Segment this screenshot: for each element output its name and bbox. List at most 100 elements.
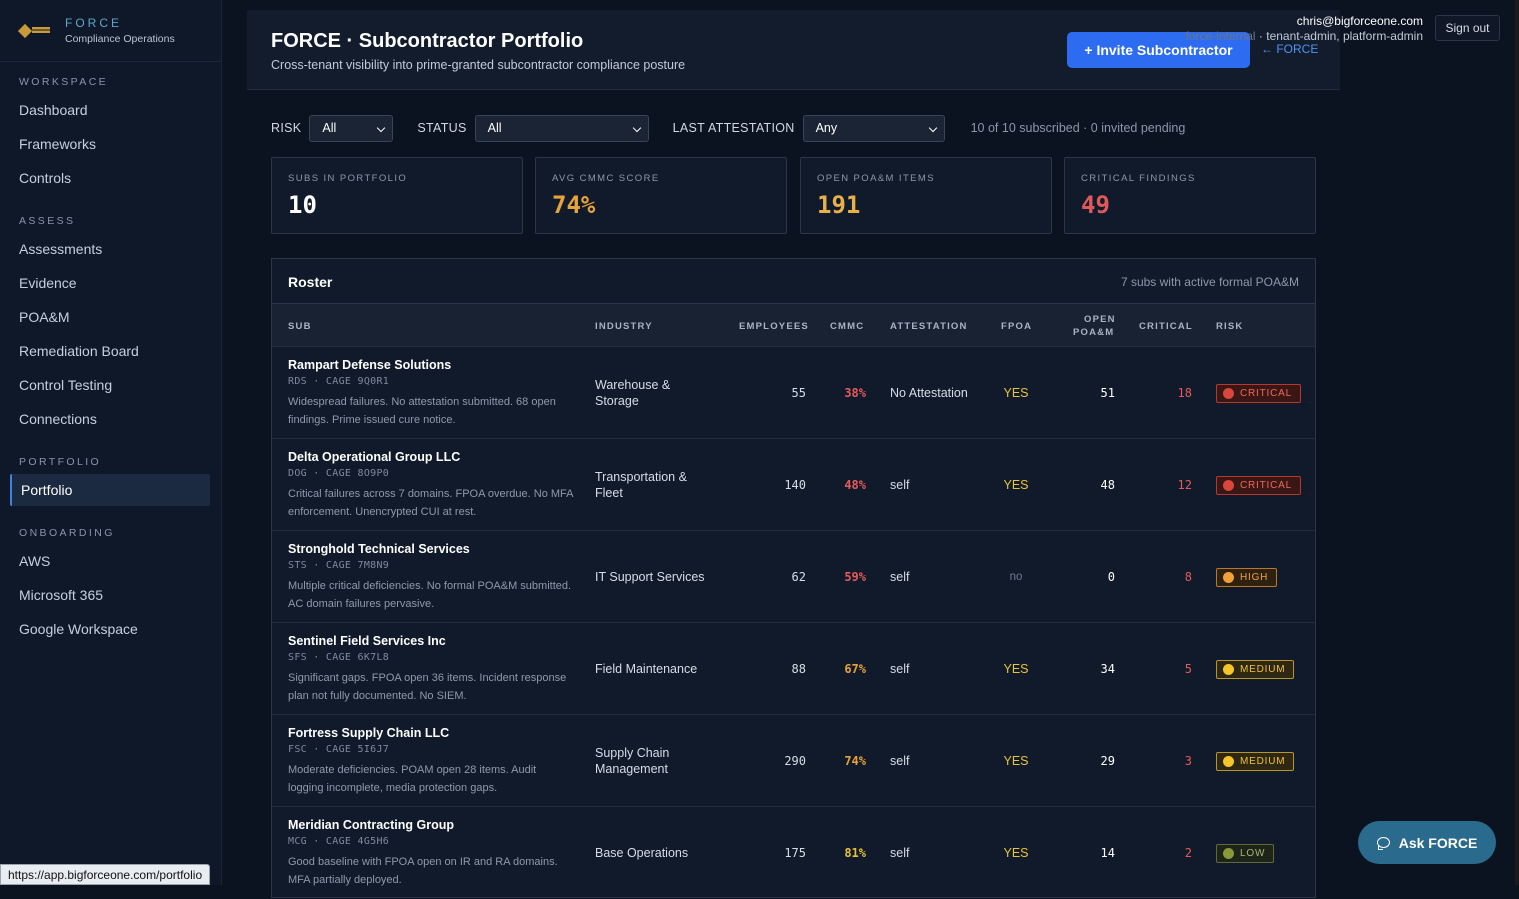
critical-cell: 5 xyxy=(1184,662,1192,676)
table-body: Rampart Defense Solutions RDS · CAGE 9Q0R… xyxy=(272,346,1315,898)
sub-name: Sentinel Field Services Inc xyxy=(288,634,446,648)
fpoa-cell: YES xyxy=(1003,386,1029,400)
sidebar-item-microsoft-365[interactable]: Microsoft 365 xyxy=(19,587,104,603)
sub-description: Widespread failures. No attestation subm… xyxy=(288,396,556,426)
risk-indicator-icon xyxy=(1223,479,1234,491)
roster-panel: Roster 7 subs with active formal POA&M S… xyxy=(271,258,1316,898)
sub-name: Stronghold Technical Services xyxy=(288,542,470,556)
sub-name: Meridian Contracting Group xyxy=(288,818,454,832)
sidebar-item-remediation-board[interactable]: Remediation Board xyxy=(19,343,139,359)
risk-cell: MEDIUM xyxy=(1216,623,1306,715)
kpi-card: AVG CMMC SCORE 74% xyxy=(535,157,787,234)
sub-description: Multiple critical deficiencies. No forma… xyxy=(288,580,572,610)
kpi-label: SUBS IN PORTFOLIO xyxy=(288,173,408,184)
ask-force-label: Ask FORCE xyxy=(1398,834,1478,851)
col-open-line1[interactable]: OPEN xyxy=(1084,314,1116,325)
sub-name: Delta Operational Group LLC xyxy=(288,450,461,464)
industry-cell: Field Maintenance xyxy=(595,662,698,676)
risk-badge: HIGH xyxy=(1216,567,1278,587)
brand[interactable]: FORCE Compliance Operations xyxy=(0,0,221,62)
table-row[interactable]: Rampart Defense Solutions RDS · CAGE 9Q0R… xyxy=(272,346,1315,438)
table-row[interactable]: Fortress Supply Chain LLC FSC · CAGE 5I6J… xyxy=(272,714,1315,806)
browser-status-url: https://app.bigforceone.com/portfolio xyxy=(0,864,211,885)
employees-cell: 55 xyxy=(791,386,806,400)
risk-label: LOW xyxy=(1240,847,1266,859)
employees-cell: 290 xyxy=(784,754,806,768)
table-row[interactable]: Delta Operational Group LLC DOG · CAGE 8O… xyxy=(272,438,1315,530)
col-open-line2[interactable]: POA&M xyxy=(1073,327,1115,338)
sub-description: Moderate deficiencies. POAM open 28 item… xyxy=(288,764,537,794)
cmmc-cell: 59% xyxy=(844,570,866,584)
sub-code: RDS · CAGE 9Q0R1 xyxy=(288,376,390,387)
cmmc-cell: 67% xyxy=(844,662,866,676)
attestation-filter-select[interactable]: Any xyxy=(802,114,945,142)
kpi-card: OPEN POA&M ITEMS 191 xyxy=(800,157,1052,234)
sidebar: FORCE Compliance Operations WORKSPACE Das… xyxy=(0,0,222,885)
col-cmmc[interactable]: CMMC xyxy=(830,321,865,332)
main: FORCE · Subcontractor Portfolio Cross-te… xyxy=(222,0,1519,898)
open-poam-cell: 34 xyxy=(1100,662,1115,676)
critical-cell: 2 xyxy=(1184,846,1192,860)
sidebar-item-connections[interactable]: Connections xyxy=(19,411,97,427)
roster-note: 7 subs with active formal POA&M xyxy=(1120,275,1299,289)
risk-filter-value: All xyxy=(322,121,337,135)
risk-indicator-icon xyxy=(1223,755,1234,767)
attestation-cell: self xyxy=(890,570,910,584)
kpi-value: 10 xyxy=(288,191,317,219)
roster-title: Roster xyxy=(288,274,333,290)
roster-header: Roster 7 subs with active formal POA&M xyxy=(272,259,1315,304)
table-row[interactable]: Stronghold Technical Services STS · CAGE … xyxy=(272,530,1315,622)
kpi-label: CRITICAL FINDINGS xyxy=(1081,173,1196,184)
sub-description: Good baseline with FPOA open on IR and R… xyxy=(288,856,558,886)
brand-subtitle: Compliance Operations xyxy=(65,33,175,45)
user-email: chris@bigforceone.com xyxy=(1296,14,1423,28)
col-risk[interactable]: RISK xyxy=(1216,321,1244,332)
sidebar-item-controls[interactable]: Controls xyxy=(19,170,72,186)
attestation-cell: No Attestation xyxy=(890,386,968,400)
col-fpoa[interactable]: FPOA xyxy=(1001,321,1033,332)
sidebar-item-dashboard[interactable]: Dashboard xyxy=(19,102,88,118)
table-row[interactable]: Sentinel Field Services Inc SFS · CAGE 6K… xyxy=(272,622,1315,714)
force-logo-icon xyxy=(17,23,54,39)
col-sub[interactable]: SUB xyxy=(288,321,312,332)
risk-label: MEDIUM xyxy=(1240,663,1286,675)
sub-name: Fortress Supply Chain LLC xyxy=(288,726,450,740)
back-to-force-link[interactable]: ← FORCE xyxy=(1261,42,1319,56)
open-poam-cell: 0 xyxy=(1107,570,1115,584)
sidebar-item-portfolio[interactable]: Portfolio xyxy=(10,474,210,506)
open-poam-cell: 29 xyxy=(1100,754,1115,768)
ask-force-button[interactable]: Ask FORCE xyxy=(1358,821,1496,864)
col-industry[interactable]: INDUSTRY xyxy=(595,321,653,332)
risk-badge: CRITICAL xyxy=(1216,383,1301,403)
table-row[interactable]: Meridian Contracting Group MCG · CAGE 4G5… xyxy=(272,806,1315,898)
risk-filter-select[interactable]: All xyxy=(309,114,394,142)
risk-badge: MEDIUM xyxy=(1216,751,1295,771)
sidebar-item-control-testing[interactable]: Control Testing xyxy=(19,377,113,393)
kpi-label: AVG CMMC SCORE xyxy=(552,173,660,184)
kpi-card: CRITICAL FINDINGS 49 xyxy=(1064,157,1316,234)
page-title: FORCE · Subcontractor Portfolio xyxy=(271,30,584,52)
sidebar-item-poam[interactable]: POA&M xyxy=(19,309,70,325)
kpi-card: SUBS IN PORTFOLIO 10 xyxy=(271,157,523,234)
sign-out-button[interactable]: Sign out xyxy=(1435,15,1500,41)
nav-section-label: WORKSPACE xyxy=(19,76,109,88)
critical-cell: 8 xyxy=(1184,570,1192,584)
invite-subcontractor-button[interactable]: + Invite Subcontractor xyxy=(1067,32,1250,68)
risk-label: MEDIUM xyxy=(1240,755,1286,767)
sidebar-item-assessments[interactable]: Assessments xyxy=(19,241,103,257)
status-filter-value: All xyxy=(487,121,502,135)
risk-filter-label: RISK xyxy=(271,121,302,135)
sidebar-item-aws[interactable]: AWS xyxy=(19,553,51,569)
sidebar-item-google-workspace[interactable]: Google Workspace xyxy=(19,621,138,637)
risk-indicator-icon xyxy=(1223,387,1234,399)
cmmc-cell: 81% xyxy=(844,846,866,860)
risk-label: CRITICAL xyxy=(1240,479,1292,491)
sidebar-item-frameworks[interactable]: Frameworks xyxy=(19,136,97,152)
status-filter-select[interactable]: All xyxy=(474,114,649,142)
critical-cell: 18 xyxy=(1177,386,1192,400)
col-employees[interactable]: EMPLOYEES xyxy=(739,321,809,332)
sidebar-item-evidence[interactable]: Evidence xyxy=(19,275,77,291)
col-attestation[interactable]: ATTESTATION xyxy=(890,321,968,332)
col-critical[interactable]: CRITICAL xyxy=(1139,321,1193,332)
sub-code: SFS · CAGE 6K7L8 xyxy=(288,652,390,663)
